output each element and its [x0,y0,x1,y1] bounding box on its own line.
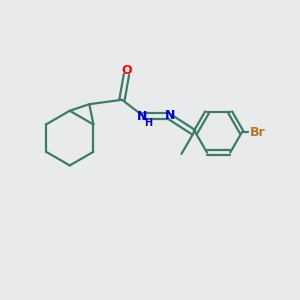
Text: H: H [144,118,152,128]
Text: N: N [137,110,147,123]
Text: Br: Br [249,126,265,139]
Text: O: O [121,64,132,77]
Text: N: N [165,109,175,122]
